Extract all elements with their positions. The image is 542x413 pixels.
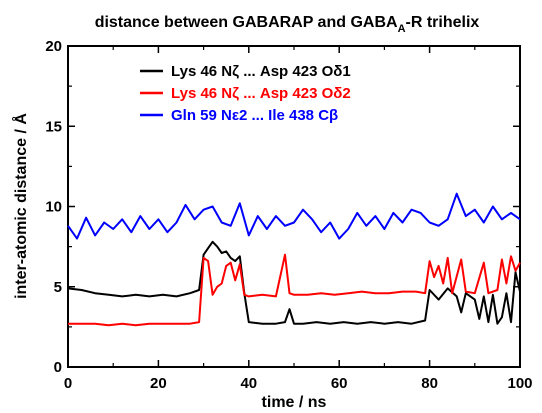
chart-title-suffix: -R trihelix: [406, 14, 480, 31]
chart-title: distance between GABARAP and GABAA-R tri…: [95, 14, 480, 35]
series-layer: [67, 192, 521, 327]
x-tick-label: 100: [507, 375, 532, 392]
series-line-2: [68, 253, 521, 327]
x-tick-label: 60: [331, 375, 348, 392]
legend: Lys 46 Nζ ... Asp 423 Oδ1 Lys 46 Nζ ... A…: [140, 63, 351, 124]
y-tick-label: 5: [54, 279, 62, 296]
x-tick-label: 40: [240, 375, 257, 392]
legend-label-1: Lys 46 Nζ ... Asp 423 Oδ1: [171, 63, 351, 80]
x-tick-label: 0: [64, 375, 72, 392]
y-axis-ticks: 0 5 10 15 20: [45, 38, 520, 376]
legend-label-2: Lys 46 Nζ ... Asp 423 Oδ2: [171, 85, 351, 102]
chart-title-subscript: A: [398, 23, 406, 35]
x-axis-ticks: 0 20 40 60 80 100: [64, 46, 533, 392]
x-axis-title: time / ns: [262, 394, 327, 411]
y-axis-title: inter-atomic distance / Å: [11, 113, 30, 299]
chart-title-main: distance between GABARAP and GABA: [95, 14, 398, 31]
x-tick-label: 20: [150, 375, 167, 392]
legend-label-3: Gln 59 Nε2 ... Ile 438 Cβ: [171, 107, 338, 124]
series-line-1: [67, 240, 521, 325]
y-tick-label: 0: [54, 359, 62, 376]
y-tick-label: 10: [45, 199, 62, 216]
y-tick-label: 20: [45, 38, 62, 55]
x-tick-label: 80: [421, 375, 438, 392]
series-line-3: [67, 192, 521, 240]
y-tick-label: 15: [45, 118, 62, 135]
